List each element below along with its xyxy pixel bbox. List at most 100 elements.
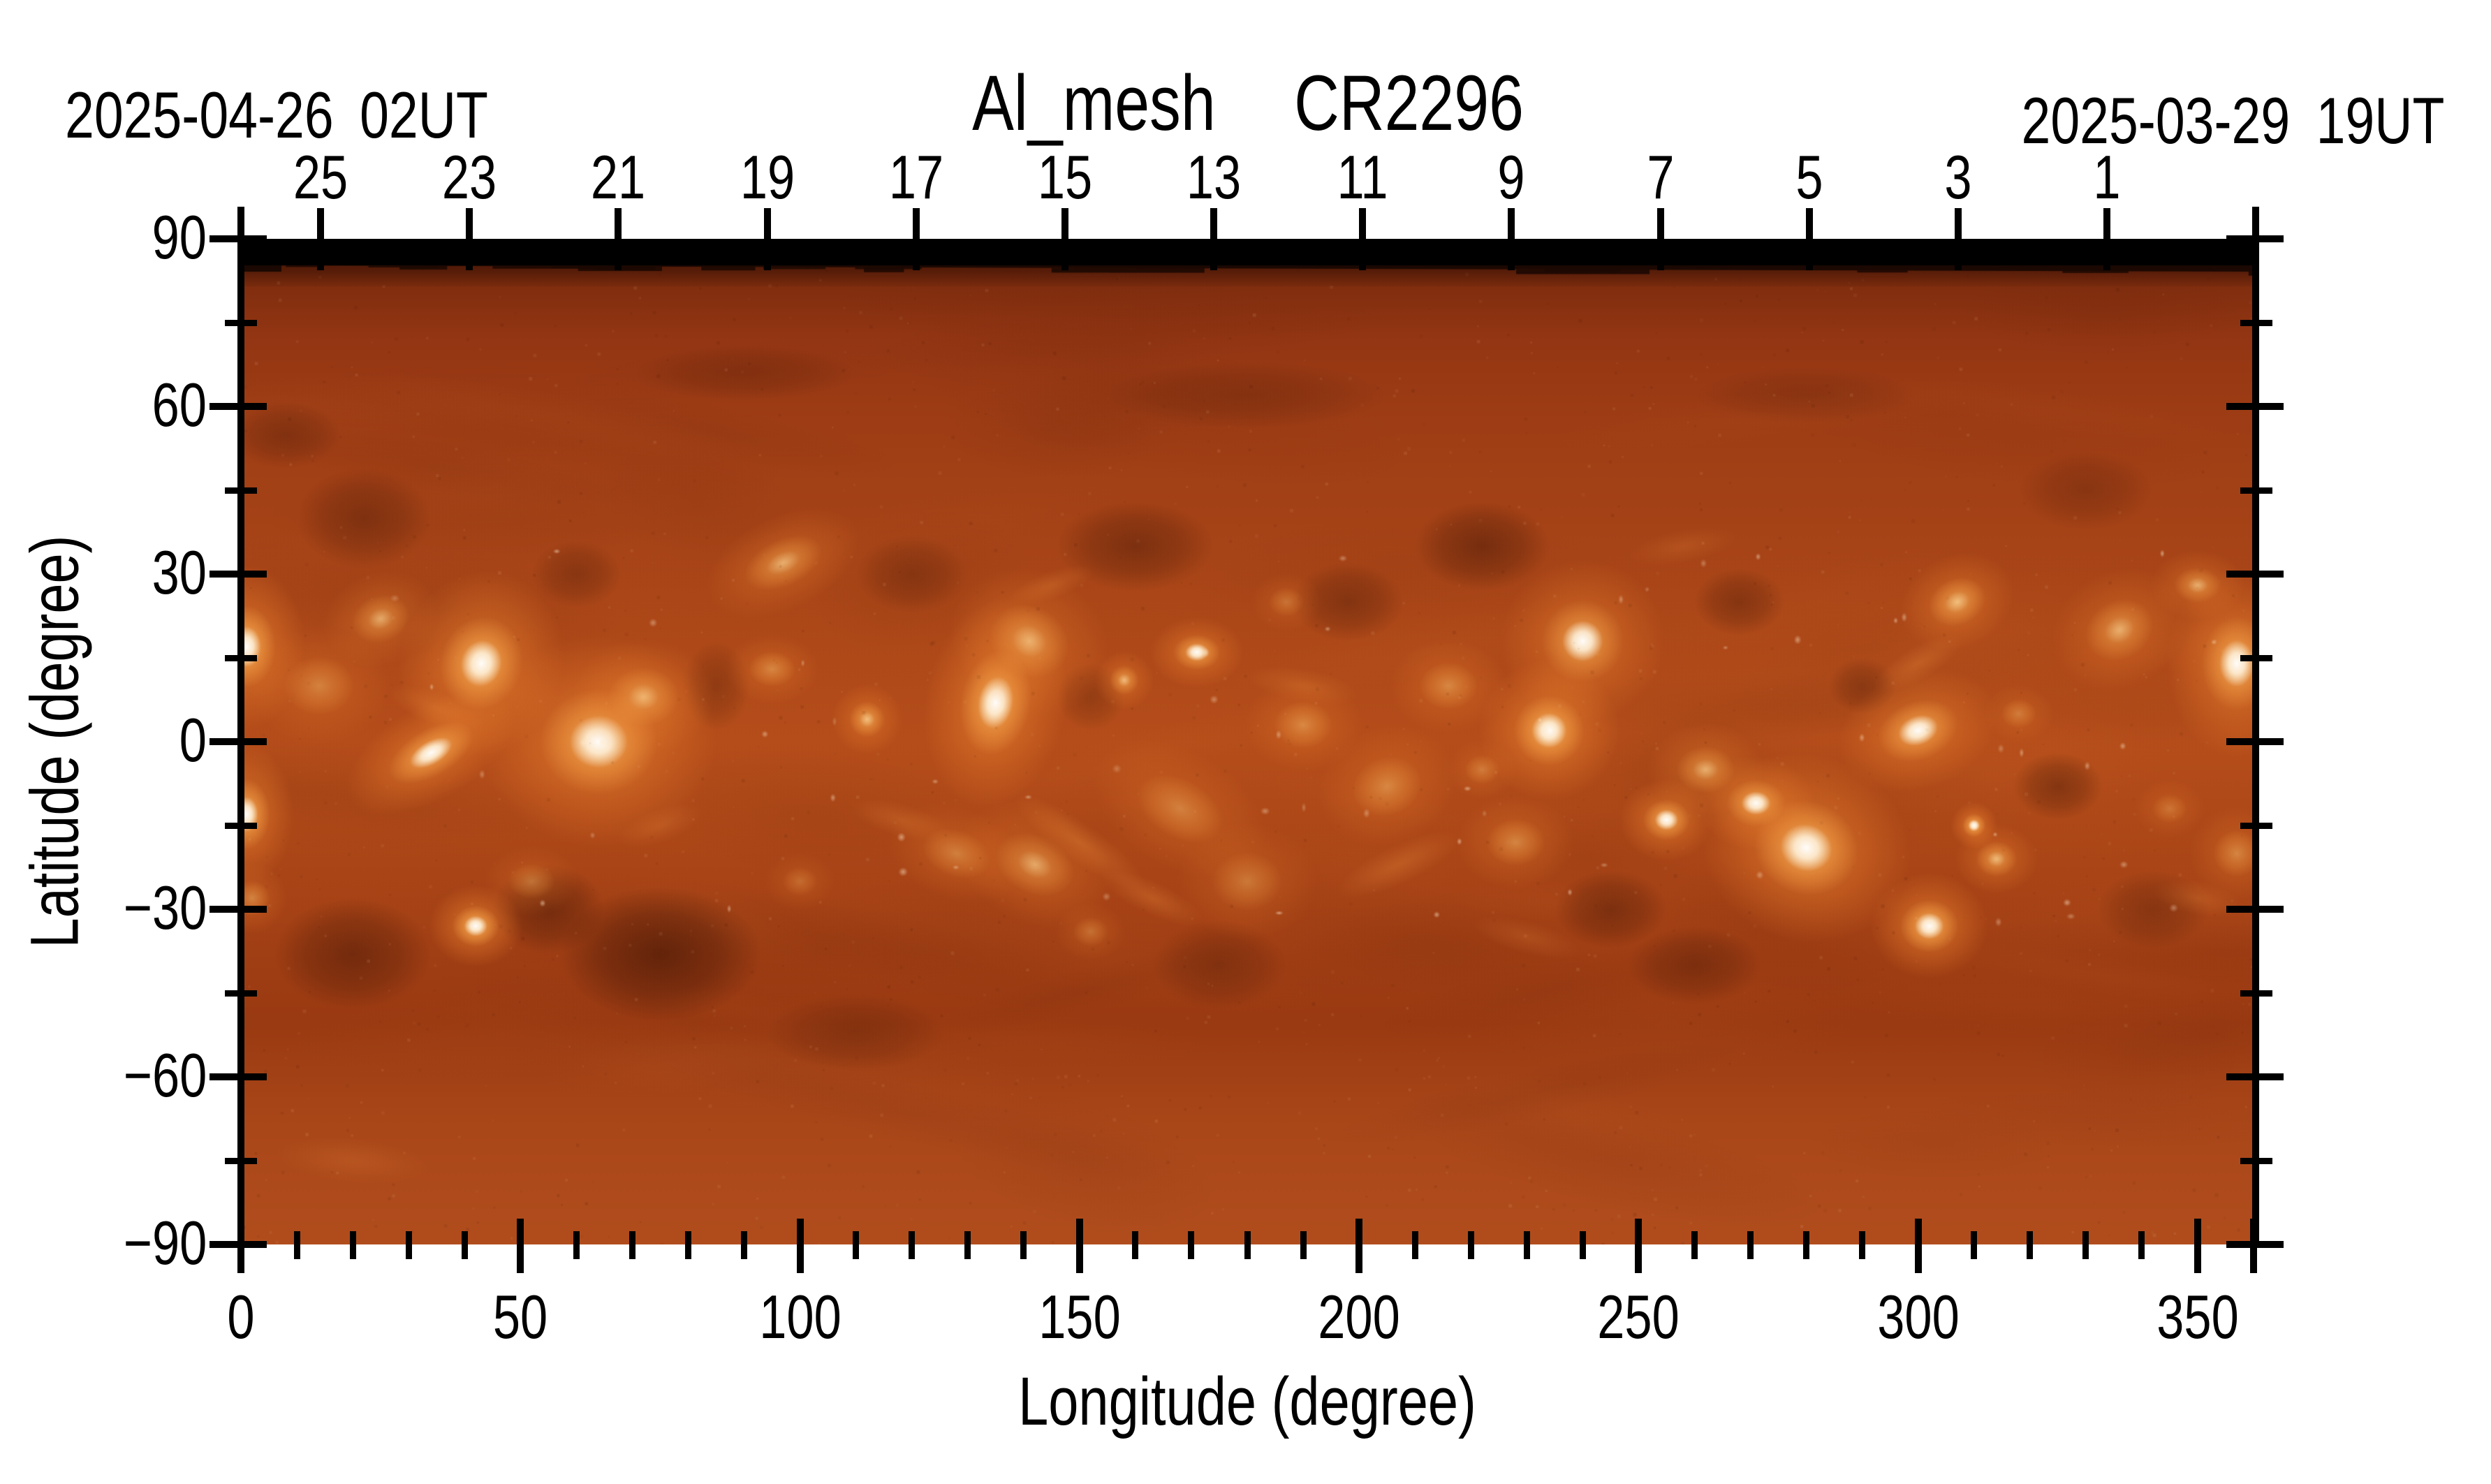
x-axis-minor-tick <box>853 1231 860 1259</box>
x-axis-minor-tick <box>293 1231 300 1259</box>
y-axis-major-tick <box>210 738 267 745</box>
top-axis-tick-label: 3 <box>1944 142 1972 212</box>
y-axis-tick-label: −90 <box>123 1208 207 1277</box>
top-axis-tick-label: 7 <box>1646 142 1675 212</box>
y-axis-major-tick-right <box>2226 403 2284 410</box>
top-axis-tick-label: 13 <box>1186 142 1242 212</box>
x-axis-title: Longitude (degree) <box>1018 1363 1476 1439</box>
x-axis-minor-tick <box>2138 1231 2145 1259</box>
y-axis-minor-tick <box>225 822 257 829</box>
x-axis-tick-label: 250 <box>1597 1282 1680 1351</box>
right-date-label: 2025-03-29 19UT <box>2021 84 2444 157</box>
y-axis-major-tick-right <box>2226 235 2284 242</box>
y-axis-tick-label: 30 <box>152 538 207 607</box>
x-axis-minor-tick <box>1132 1231 1139 1259</box>
x-axis-major-tick <box>2194 1219 2201 1273</box>
x-axis-minor-tick <box>1467 1231 1474 1259</box>
y-axis-major-tick <box>210 1073 267 1080</box>
y-axis-minor-tick-right <box>2240 822 2272 829</box>
top-axis-day-tick <box>615 208 622 270</box>
top-axis-day-tick <box>317 208 324 270</box>
top-axis-tick-label: 15 <box>1037 142 1092 212</box>
top-axis-tick-label: 21 <box>591 142 646 212</box>
top-axis-tick-label: 5 <box>1795 142 1823 212</box>
top-axis-tick-label: 11 <box>1337 142 1388 212</box>
top-axis-day-tick <box>912 208 920 270</box>
y-axis-major-tick <box>210 235 267 242</box>
x-axis-minor-tick <box>909 1231 916 1259</box>
x-axis-minor-tick <box>2082 1231 2089 1259</box>
y-axis-major-tick-right <box>2226 738 2284 745</box>
y-axis-major-tick-right <box>2226 571 2284 578</box>
x-axis-tick-label: 100 <box>758 1282 842 1351</box>
y-axis-minor-tick <box>225 319 257 326</box>
x-axis-minor-tick <box>1244 1231 1251 1259</box>
x-axis-minor-tick <box>964 1231 971 1259</box>
x-axis-tick-label: 350 <box>2156 1282 2239 1351</box>
x-axis-tick-label: 150 <box>1038 1282 1121 1351</box>
top-axis-tick-label: 19 <box>740 142 795 212</box>
y-axis-minor-tick-right <box>2240 654 2272 661</box>
y-axis-major-tick <box>210 571 267 578</box>
x-axis-minor-tick <box>1747 1231 1754 1259</box>
x-axis-minor-tick <box>1971 1231 1978 1259</box>
top-axis-day-tick <box>2103 208 2111 270</box>
synoptic-map-canvas <box>241 239 2254 1244</box>
top-axis-day-tick <box>1805 208 1813 270</box>
x-axis-major-tick <box>1914 1219 1922 1273</box>
y-axis-minor-tick-right <box>2240 990 2272 997</box>
top-axis-tick-label: 1 <box>2093 142 2121 212</box>
y-axis-tick-label: −60 <box>123 1041 207 1110</box>
top-axis-day-tick <box>763 208 771 270</box>
left-axis-line <box>237 207 244 1248</box>
y-axis-major-tick-right <box>2226 1073 2284 1080</box>
x-axis-major-tick <box>1355 1219 1363 1273</box>
y-axis-minor-tick-right <box>2240 319 2272 326</box>
top-axis-day-tick <box>1656 208 1664 270</box>
x-axis-tick-label: 0 <box>227 1282 255 1351</box>
top-axis-tick-label: 25 <box>293 142 348 212</box>
y-axis-tick-label: 90 <box>152 203 207 272</box>
top-axis-tick-label: 9 <box>1497 142 1525 212</box>
x-axis-minor-tick <box>1020 1231 1027 1259</box>
x-axis-major-tick <box>1075 1219 1083 1273</box>
x-axis-minor-tick <box>629 1231 635 1259</box>
x-axis-minor-tick <box>573 1231 580 1259</box>
y-axis-major-tick-right <box>2226 1241 2284 1248</box>
y-axis-minor-tick <box>225 1157 257 1164</box>
x-axis-major-tick <box>517 1219 524 1273</box>
top-axis-day-tick <box>1210 208 1218 270</box>
x-axis-minor-tick <box>1188 1231 1195 1259</box>
x-axis-minor-tick <box>684 1231 691 1259</box>
x-axis-minor-tick <box>1579 1231 1586 1259</box>
x-axis-major-tick <box>1635 1219 1643 1273</box>
x-axis-minor-tick <box>1411 1231 1418 1259</box>
y-axis-major-tick <box>210 906 267 913</box>
left-date-label: 2025-04-26 02UT <box>65 78 488 152</box>
plot-title: Al_mesh CR2296 <box>972 59 1524 147</box>
x-axis-minor-tick <box>349 1231 356 1259</box>
x-axis-major-tick <box>796 1219 804 1273</box>
top-axis-day-tick <box>1061 208 1068 270</box>
x-axis-minor-tick <box>1300 1231 1307 1259</box>
x-axis-minor-tick <box>1691 1231 1698 1259</box>
y-axis-tick-label: 60 <box>152 370 207 439</box>
top-axis-day-tick <box>1359 208 1367 270</box>
y-axis-minor-tick <box>225 990 257 997</box>
top-axis-tick-label: 23 <box>442 142 497 212</box>
top-axis-day-tick <box>1508 208 1515 270</box>
x-axis-tick-label: 50 <box>493 1282 548 1351</box>
y-axis-minor-tick <box>225 654 257 661</box>
x-axis-minor-tick <box>741 1231 747 1259</box>
y-axis-minor-tick-right <box>2240 1157 2272 1164</box>
x-axis-minor-tick <box>1803 1231 1810 1259</box>
top-axis-day-tick <box>1954 208 1962 270</box>
right-axis-line <box>2252 207 2259 1248</box>
y-axis-minor-tick <box>225 487 257 494</box>
x-axis-minor-tick <box>1523 1231 1530 1259</box>
x-axis-minor-tick <box>461 1231 468 1259</box>
y-axis-major-tick <box>210 403 267 410</box>
y-axis-title: Latitude (degree) <box>16 535 93 948</box>
y-axis-tick-label: 0 <box>179 705 207 774</box>
